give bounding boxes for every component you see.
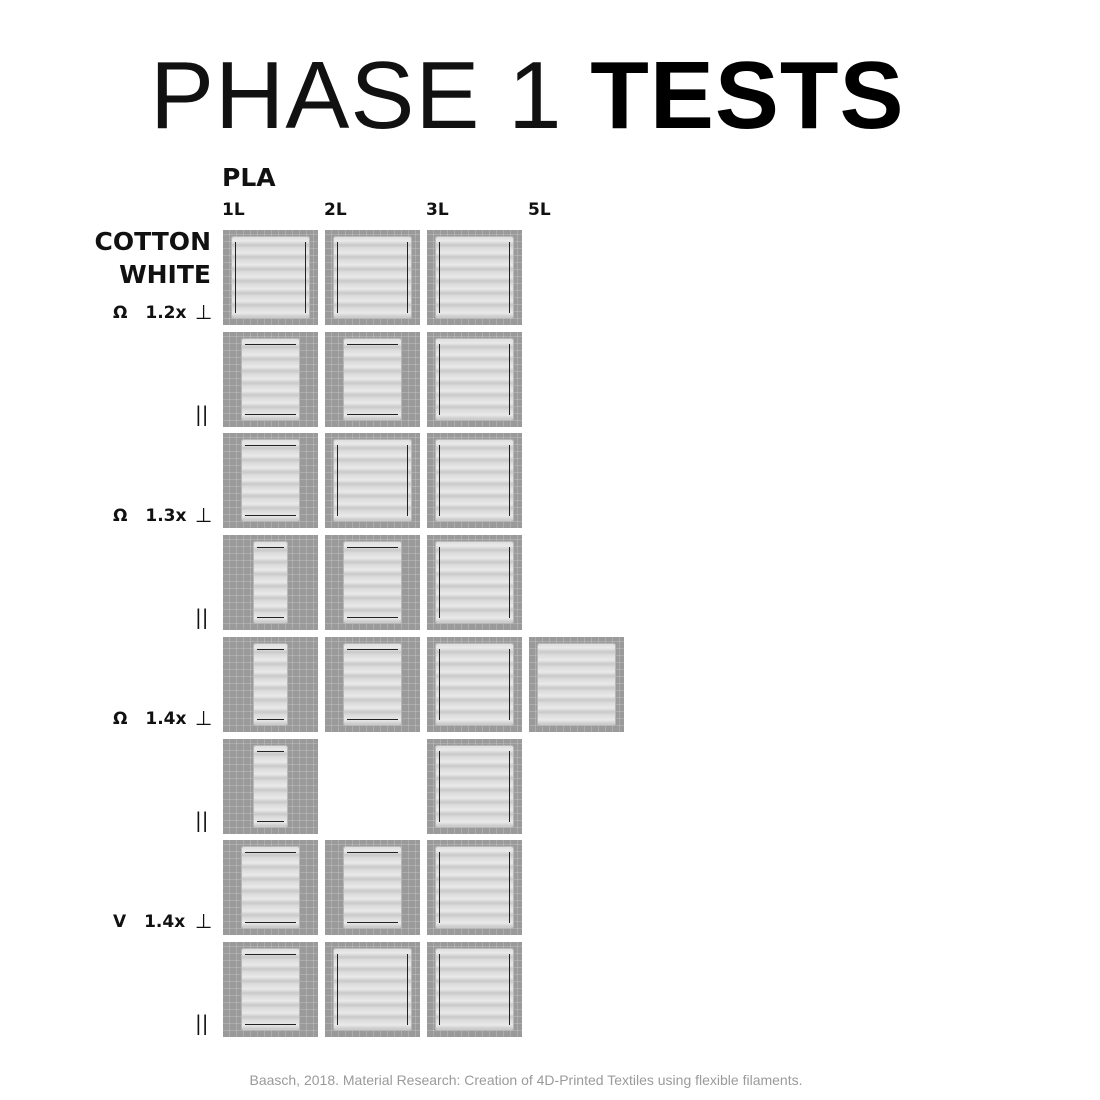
- sample-photo: [427, 433, 522, 528]
- column-header-2l: 2L: [324, 200, 347, 220]
- perpendicular-icon: ⊥: [195, 706, 213, 730]
- pattern-symbol: Ω: [113, 506, 128, 526]
- sample-photo: [223, 433, 318, 528]
- fabric-line-1: COTTON: [94, 227, 211, 256]
- sample-photo: [223, 739, 318, 834]
- citation: Baasch, 2018. Material Research: Creatio…: [249, 1072, 803, 1088]
- pattern-symbol: Ω: [113, 303, 128, 323]
- perpendicular-icon: ⊥: [195, 909, 213, 933]
- fabric-line-2: WHITE: [119, 260, 211, 289]
- sample-photo: [427, 840, 522, 935]
- scale-value: 1.2x: [145, 303, 187, 323]
- group-label: Ω 1.2x: [113, 303, 186, 323]
- group-label: V 1.4x: [113, 912, 185, 932]
- sample-photo: [325, 332, 420, 427]
- sample-photo: [325, 230, 420, 325]
- perpendicular-icon: ⊥: [195, 300, 213, 324]
- parallel-icon: ||: [195, 808, 209, 832]
- parallel-icon: ||: [195, 605, 209, 629]
- column-header-3l: 3L: [426, 200, 449, 220]
- sample-photo: [223, 637, 318, 732]
- sample-photo: [223, 942, 318, 1037]
- sample-photo: [427, 739, 522, 834]
- sample-photo: [427, 942, 522, 1037]
- pattern-symbol: V: [113, 912, 127, 932]
- scale-value: 1.4x: [144, 912, 186, 932]
- perpendicular-icon: ⊥: [195, 503, 213, 527]
- sample-photo: [529, 637, 624, 732]
- sample-photo: [325, 942, 420, 1037]
- group-label: Ω 1.4x: [113, 709, 186, 729]
- sample-photo: [325, 637, 420, 732]
- sample-photo: [325, 840, 420, 935]
- column-header-5l: 5L: [528, 200, 551, 220]
- fabric-label: COTTON WHITE: [60, 225, 211, 291]
- scale-value: 1.4x: [145, 709, 187, 729]
- sample-photo: [427, 637, 522, 732]
- column-header-1l: 1L: [222, 200, 245, 220]
- pattern-symbol: Ω: [113, 709, 128, 729]
- page-title: PHASE 1 TESTS: [150, 46, 905, 146]
- sample-photo: [325, 433, 420, 528]
- sample-photo: [223, 230, 318, 325]
- sample-photo: [223, 840, 318, 935]
- parallel-icon: ||: [195, 402, 209, 426]
- title-bold: TESTS: [590, 42, 905, 149]
- sample-photo: [223, 332, 318, 427]
- sample-photo: [223, 535, 318, 630]
- parallel-icon: ||: [195, 1011, 209, 1035]
- sample-photo: [427, 535, 522, 630]
- title-light: PHASE 1: [150, 42, 591, 149]
- material-label: PLA: [222, 163, 276, 192]
- sample-photo: [427, 332, 522, 427]
- sample-photo: [427, 230, 522, 325]
- sample-photo: [325, 535, 420, 630]
- scale-value: 1.3x: [145, 506, 187, 526]
- group-label: Ω 1.3x: [113, 506, 186, 526]
